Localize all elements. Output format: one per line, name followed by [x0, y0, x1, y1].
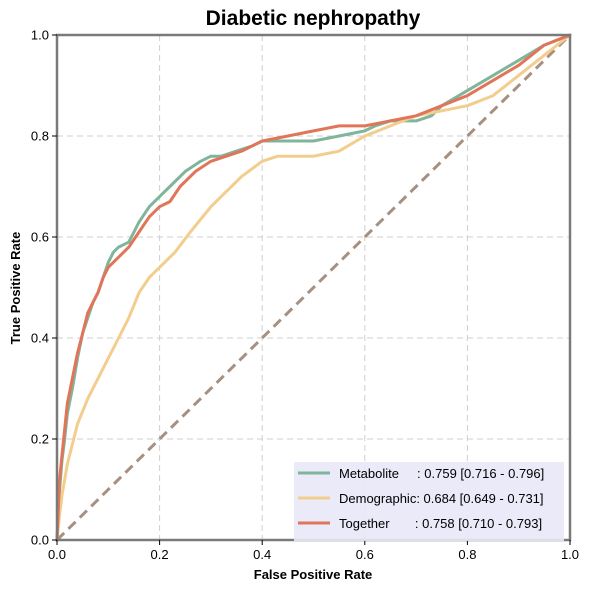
chance-diagonal-line: [55, 33, 572, 542]
y-tick-label: 0.4: [31, 331, 49, 346]
legend-background: [294, 462, 564, 541]
x-tick-label: 0.4: [253, 547, 271, 562]
x-axis-label: False Positive Rate: [254, 567, 373, 582]
y-tick-label: 1.0: [31, 28, 49, 43]
x-tick-label: 0.8: [458, 547, 476, 562]
y-tick-label: 0.8: [31, 129, 49, 144]
x-tick-label: 0.0: [48, 547, 66, 562]
legend: Metabolite : 0.759 [0.716 - 0.796] Demogr…: [294, 462, 564, 541]
chart-title: Diabetic nephropathy: [206, 7, 421, 30]
y-tick-label: 0.6: [31, 230, 49, 245]
y-axis-ticks: 0.0 0.2 0.4 0.6 0.8 1.0: [31, 28, 57, 548]
series-line-together: [55, 33, 572, 542]
legend-entry: Demographic: 0.684 [0.649 - 0.731]: [339, 491, 544, 506]
x-axis-ticks: 0.0 0.2 0.4 0.6 0.8 1.0: [48, 540, 579, 562]
y-axis-label: True Positive Rate: [8, 232, 23, 345]
grid-lines: [57, 35, 570, 540]
x-tick-label: 1.0: [561, 547, 579, 562]
chance-line: [55, 33, 572, 542]
y-tick-label: 0.2: [31, 432, 49, 447]
roc-curves: [55, 33, 572, 542]
series-line-demographic: [55, 33, 572, 542]
y-tick-label: 0.0: [31, 533, 49, 548]
legend-entry: Metabolite : 0.759 [0.716 - 0.796]: [339, 466, 544, 481]
x-tick-label: 0.6: [356, 547, 374, 562]
x-tick-label: 0.2: [151, 547, 169, 562]
legend-entry: Together : 0.758 [0.710 - 0.793]: [339, 516, 542, 531]
